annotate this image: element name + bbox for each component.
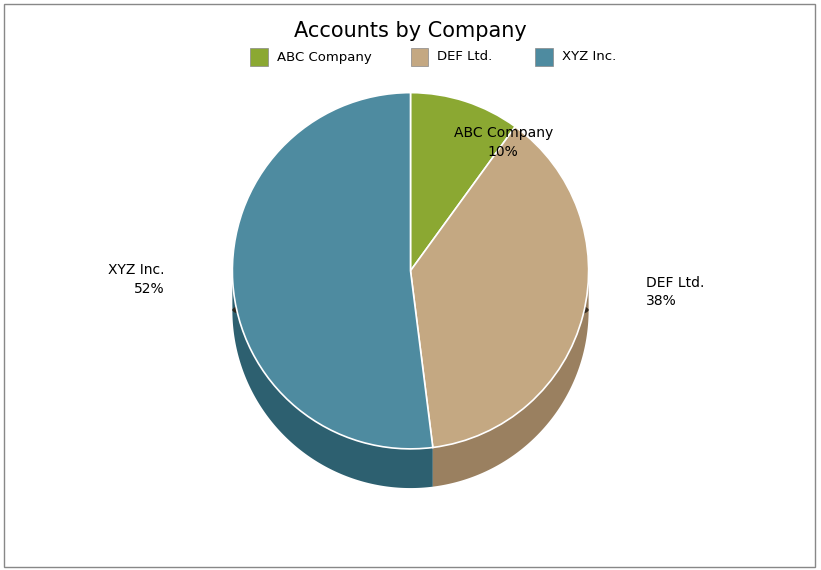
Polygon shape xyxy=(433,267,589,487)
Text: Accounts by Company: Accounts by Company xyxy=(294,21,527,42)
Wedge shape xyxy=(410,127,589,447)
Bar xyxy=(250,48,268,66)
Text: DEF Ltd.
38%: DEF Ltd. 38% xyxy=(645,276,704,308)
Bar xyxy=(410,48,429,66)
Text: XYZ Inc.
52%: XYZ Inc. 52% xyxy=(108,263,165,296)
Wedge shape xyxy=(232,92,433,449)
Text: DEF Ltd.: DEF Ltd. xyxy=(438,51,493,63)
Wedge shape xyxy=(410,92,516,271)
Bar xyxy=(535,48,553,66)
Text: XYZ Inc.: XYZ Inc. xyxy=(562,51,616,63)
Polygon shape xyxy=(232,269,433,488)
Text: ABC Company
10%: ABC Company 10% xyxy=(453,127,553,158)
Ellipse shape xyxy=(232,294,589,326)
Ellipse shape xyxy=(232,300,589,320)
Text: ABC Company: ABC Company xyxy=(277,51,372,63)
